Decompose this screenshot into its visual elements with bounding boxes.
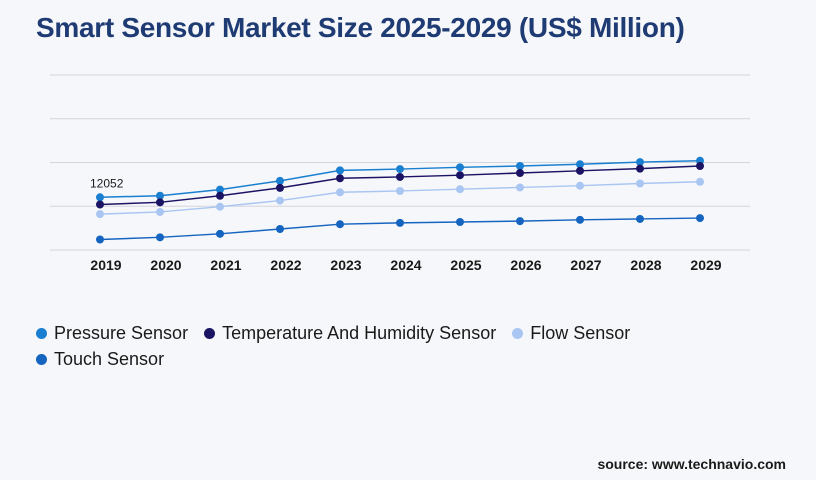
legend-label: Touch Sensor [54,349,165,369]
series-4 [96,214,704,244]
data-point[interactable] [696,214,704,223]
data-point[interactable] [336,166,344,175]
data-point[interactable] [336,174,344,183]
data-point[interactable] [456,163,464,172]
data-label: 12052 [90,176,124,190]
data-point[interactable] [396,218,404,227]
data-point[interactable] [96,235,104,244]
data-point[interactable] [696,177,704,186]
data-point[interactable] [456,218,464,226]
data-point[interactable] [576,166,584,175]
data-point[interactable] [156,198,164,207]
x-tick-label: 2024 [390,257,421,273]
data-point[interactable] [456,185,464,194]
chart-title: Smart Sensor Market Size 2025-2029 (US$ … [36,12,685,43]
data-point[interactable] [96,200,104,209]
legend-item-2[interactable]: Temperature And Humidity Sensor [204,322,496,344]
data-point[interactable] [336,188,344,197]
legend-swatch [512,327,524,339]
legend-label: Temperature And Humidity Sensor [222,323,497,343]
data-point[interactable] [96,193,104,202]
legend-swatch [36,327,47,339]
data-point[interactable] [276,225,284,233]
x-tick-label: 2026 [510,257,541,273]
legend-label: Pressure Sensor [54,323,189,343]
data-point[interactable] [576,160,584,169]
legend-label: Flow Sensor [530,323,631,343]
source-note: source: www.technavio.com [597,456,786,472]
data-point[interactable] [576,215,584,224]
series-2 [96,162,704,209]
data-point[interactable] [156,191,164,200]
data-point[interactable] [636,214,644,223]
series-lines [96,156,704,244]
legend-item-3[interactable]: Flow Sensor [512,322,630,344]
legend-swatch [204,327,216,339]
data-point[interactable] [216,191,224,200]
series-line [99,181,701,215]
series-1 [96,156,704,202]
data-point[interactable] [156,233,164,242]
legend-item-4[interactable]: Touch Sensor [36,348,164,370]
series-3 [96,177,704,219]
data-point[interactable] [396,172,404,181]
legend: Pressure Sensor Temperature And Humidity … [36,322,756,370]
data-point[interactable] [576,181,584,190]
data-point[interactable] [636,158,644,167]
x-tick-label: 2028 [630,257,661,273]
data-point[interactable] [636,164,644,173]
data-point[interactable] [336,220,344,229]
data-point[interactable] [456,171,464,180]
data-point[interactable] [516,162,524,170]
x-axis-ticks: 2019 2020 2021 2022 2023 2024 2025 2026 2027 2028… [90,257,721,273]
data-point[interactable] [276,176,284,185]
x-tick-label: 2027 [570,257,601,273]
data-point[interactable] [216,185,224,194]
data-point[interactable] [516,217,524,226]
data-point[interactable] [696,162,704,170]
x-tick-label: 2021 [210,257,241,273]
annotations: 12052 [90,176,124,190]
data-point[interactable] [276,183,284,192]
legend-swatch [36,353,47,365]
data-point[interactable] [96,210,104,219]
x-tick-label: 2022 [270,257,301,273]
data-point[interactable] [516,183,524,192]
data-point[interactable] [216,229,224,238]
x-tick-label: 2019 [90,257,121,273]
data-point[interactable] [276,196,284,205]
data-point[interactable] [636,179,644,188]
data-point[interactable] [156,207,164,216]
legend-item-1[interactable]: Pressure Sensor [36,322,188,344]
x-tick-label: 2020 [150,257,181,273]
data-point[interactable] [216,202,224,211]
data-point[interactable] [396,165,404,174]
data-point[interactable] [396,186,404,195]
data-point[interactable] [516,169,524,177]
x-tick-label: 2025 [450,257,481,273]
x-tick-label: 2029 [690,257,721,273]
x-tick-label: 2023 [330,257,361,273]
